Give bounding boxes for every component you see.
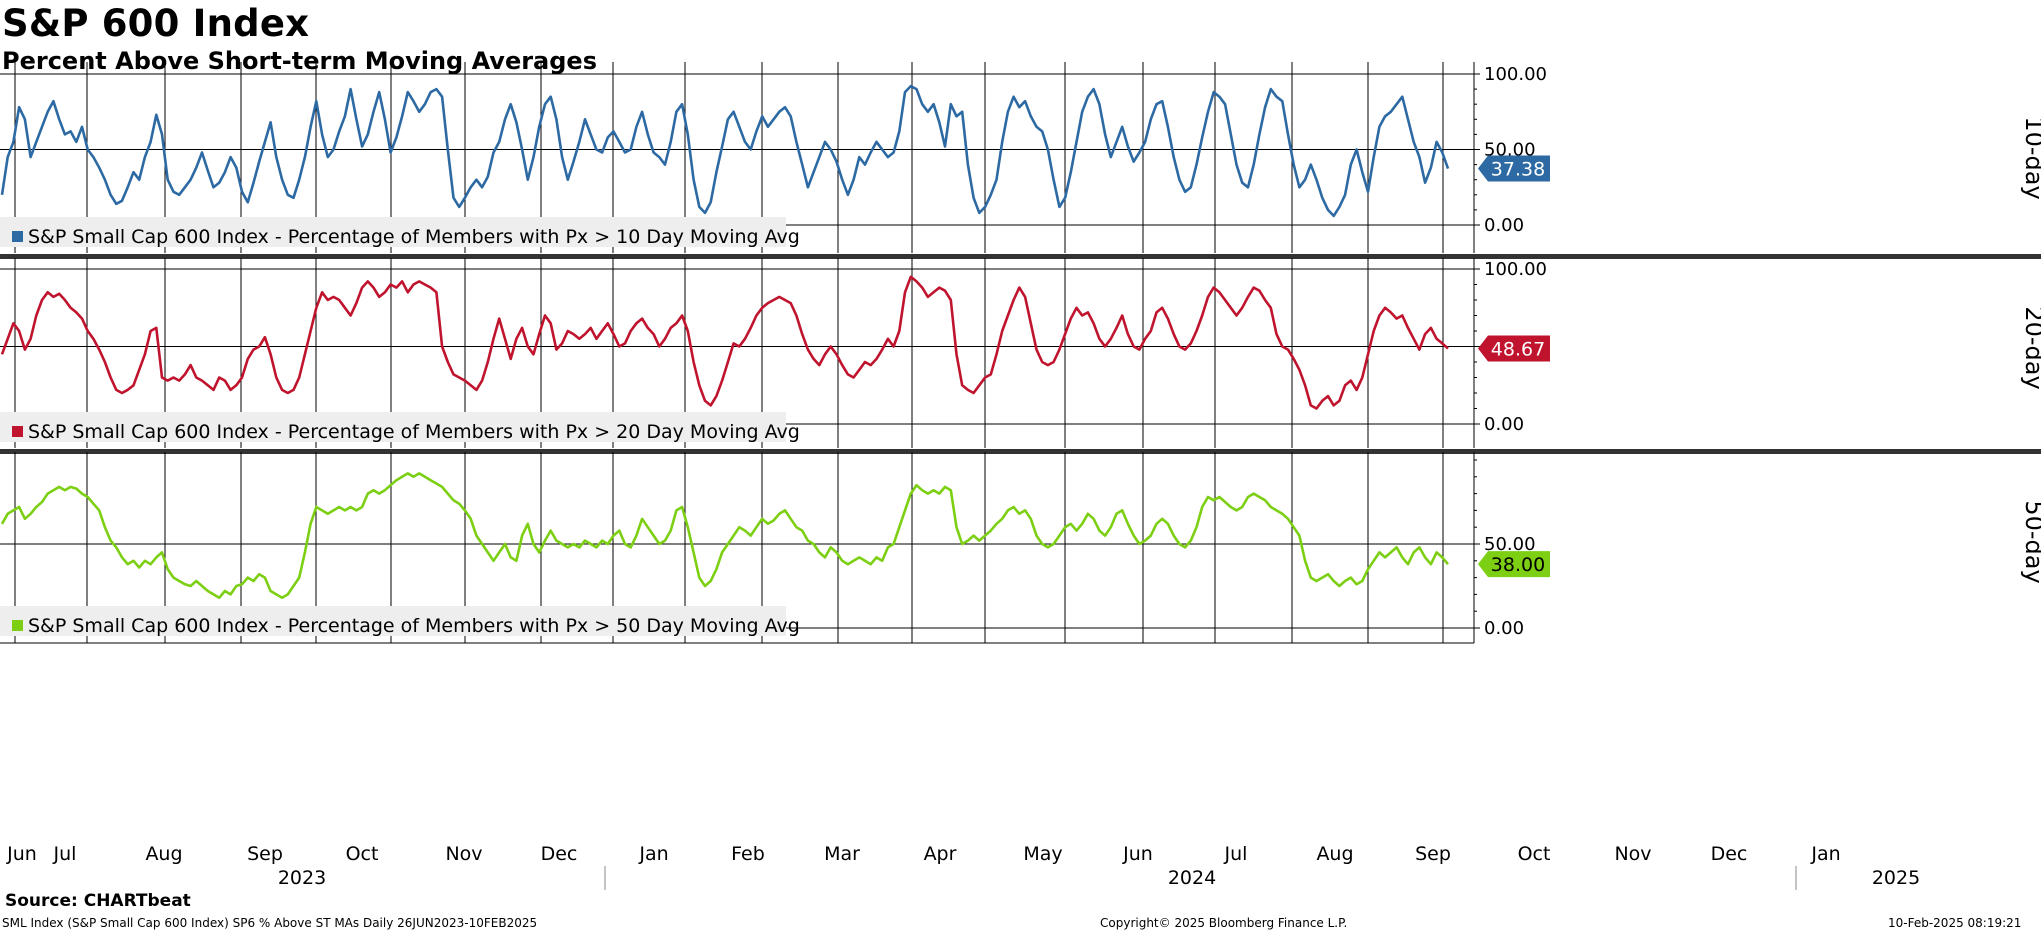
last-value-tag <box>1478 551 1550 578</box>
axis-layer: 100.00 50.00 0.00 10-day 37.38 100.00 50.00 0.0… <box>0 62 2041 890</box>
y-tick-label: 0.00 <box>1484 215 1524 236</box>
year-label: 2024 <box>1168 867 1216 889</box>
chart-subtitle: Percent Above Short-term Moving Averages <box>2 47 597 75</box>
last-value-label: 38.00 <box>1491 554 1545 576</box>
panel-separator <box>0 449 2041 454</box>
x-tick-label: Oct <box>346 843 379 865</box>
footer-timestamp: 10-Feb-2025 08:19:21 <box>1888 916 2022 930</box>
legend-box <box>0 217 786 247</box>
y-tick-label: 100.00 <box>1484 259 1547 280</box>
x-tick-label: Apr <box>924 843 957 865</box>
x-tick-label: Jul <box>53 843 77 865</box>
source-label: Source: CHARTbeat <box>5 891 191 911</box>
last-value-label: 48.67 <box>1491 339 1545 361</box>
x-tick-label: Dec <box>541 843 578 865</box>
last-value-label: 37.38 <box>1491 159 1545 181</box>
x-tick-label: Jun <box>1122 843 1153 865</box>
y-tick-label: 0.00 <box>1484 414 1524 435</box>
series-line <box>0 84 1450 218</box>
legend-label: S&P Small Cap 600 Index - Percentage of … <box>28 226 800 248</box>
legend-swatch <box>12 231 23 242</box>
footer-description: SML Index (S&P Small Cap 600 Index) SP6 … <box>2 916 538 930</box>
y-tick-label: 50.00 <box>1484 534 1536 555</box>
legend-swatch <box>12 620 23 631</box>
y-tick-label: 0.00 <box>1484 618 1524 639</box>
footer-copyright: Copyright© 2025 Bloomberg Finance L.P. <box>1100 916 1348 930</box>
x-tick-label: Jul <box>1224 843 1248 865</box>
legend-layer: S&P Small Cap 600 Index - Percentage of … <box>0 217 800 637</box>
x-tick-label: May <box>1023 843 1062 865</box>
last-value-tag <box>1478 155 1550 182</box>
panel-label: 10-day <box>2020 116 2041 199</box>
x-tick-label: Feb <box>731 843 765 865</box>
x-tick-label: Mar <box>824 843 860 865</box>
y-tick-label: 100.00 <box>1484 64 1547 85</box>
x-tick-label: Nov <box>1614 843 1651 865</box>
legend-label: S&P Small Cap 600 Index - Percentage of … <box>28 615 800 637</box>
last-value-tag <box>1478 335 1550 362</box>
x-tick-label: Dec <box>1711 843 1748 865</box>
x-tick-label: Jan <box>638 843 668 865</box>
x-tick-label: Jun <box>6 843 37 865</box>
x-tick-label: Nov <box>445 843 482 865</box>
series-line <box>0 275 1449 410</box>
chart-title: S&P 600 Index <box>2 2 310 45</box>
x-tick-label: Aug <box>145 843 182 865</box>
legend-box <box>0 412 786 442</box>
x-tick-label: Sep <box>247 843 283 865</box>
x-tick-label: Sep <box>1415 843 1451 865</box>
panel-label: 20-day <box>2020 306 2041 389</box>
year-label: 2025 <box>1872 867 1920 889</box>
legend-label: S&P Small Cap 600 Index - Percentage of … <box>28 421 800 443</box>
panel-separator <box>0 254 2041 259</box>
y-tick-label: 50.00 <box>1484 140 1536 161</box>
series-layer <box>0 84 1450 600</box>
panel-label: 50-day <box>2020 500 2041 583</box>
legend-box <box>0 606 786 636</box>
series-line <box>0 472 1449 600</box>
x-tick-label: Aug <box>1316 843 1353 865</box>
x-tick-label: Oct <box>1518 843 1551 865</box>
x-tick-label: Jan <box>1810 843 1840 865</box>
year-label: 2023 <box>278 867 326 889</box>
legend-swatch <box>12 426 23 437</box>
grid-layer <box>0 62 2041 643</box>
